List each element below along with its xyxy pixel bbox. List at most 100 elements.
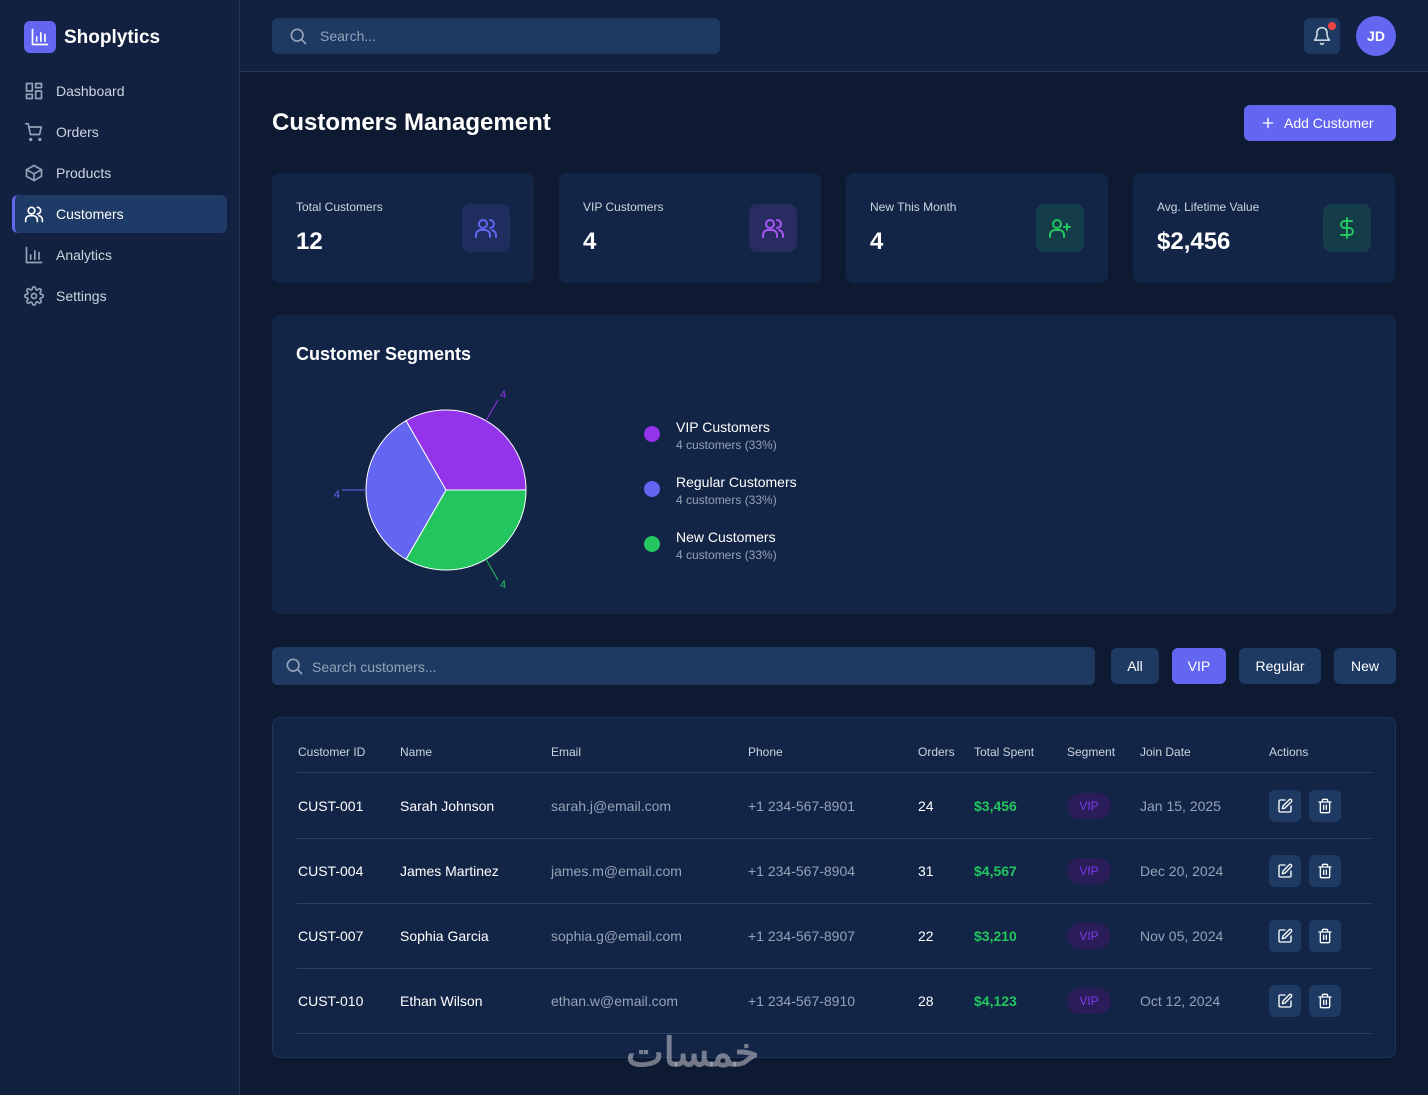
stat-card: Avg. Lifetime Value $2,456 bbox=[1133, 173, 1395, 283]
segments-card: Customer Segments 4 4 4 VIP Customers 4 custo… bbox=[272, 315, 1396, 614]
cell: 31 bbox=[918, 863, 934, 879]
delete-button[interactable] bbox=[1309, 790, 1341, 822]
leader-line bbox=[485, 399, 499, 421]
filter-button[interactable]: Regular bbox=[1239, 648, 1321, 684]
avatar[interactable]: JD bbox=[1356, 16, 1396, 56]
stat-value: $2,456 bbox=[1157, 228, 1231, 255]
logo bbox=[24, 21, 56, 53]
cell: +1 234-567-8910 bbox=[748, 993, 856, 1009]
stat-label: Avg. Lifetime Value bbox=[1157, 200, 1260, 214]
segment-badge: VIP bbox=[1067, 858, 1111, 884]
cell: ethan.w@email.com bbox=[551, 993, 679, 1009]
search-box[interactable]: Search... bbox=[272, 18, 720, 54]
legend-name: VIP Customers bbox=[676, 419, 770, 435]
cell: James Martinez bbox=[400, 863, 499, 879]
column-header: Customer ID bbox=[298, 745, 366, 759]
segment-badge: VIP bbox=[1067, 923, 1111, 949]
filter-button[interactable]: VIP bbox=[1172, 648, 1226, 684]
icon bbox=[1340, 217, 1354, 239]
icon bbox=[1313, 26, 1331, 46]
icon bbox=[475, 219, 497, 238]
pie-slice bbox=[365, 420, 447, 560]
nav-item[interactable]: Orders bbox=[56, 124, 99, 140]
cell: sophia.g@email.com bbox=[551, 928, 682, 944]
nav-item[interactable]: Customers bbox=[56, 206, 124, 222]
legend-dot bbox=[644, 426, 660, 442]
edit-button[interactable] bbox=[1269, 920, 1301, 952]
notifications[interactable] bbox=[1304, 18, 1340, 54]
cell: Oct 12, 2024 bbox=[1140, 993, 1221, 1009]
cell: $4,123 bbox=[974, 993, 1017, 1009]
icon bbox=[1278, 863, 1293, 878]
icon bbox=[286, 658, 303, 675]
nav-item[interactable]: Analytics bbox=[56, 247, 113, 263]
cell: james.m@email.com bbox=[551, 863, 682, 879]
delete-button[interactable] bbox=[1309, 920, 1341, 952]
nav-item[interactable]: Products bbox=[56, 165, 112, 181]
legend-detail: 4 customers (33%) bbox=[676, 438, 777, 452]
cell: Nov 05, 2024 bbox=[1140, 928, 1224, 944]
icon bbox=[1278, 798, 1293, 813]
cell: $4,567 bbox=[974, 863, 1017, 879]
segment-text: VIP bbox=[1079, 799, 1099, 813]
segment-text: VIP bbox=[1079, 994, 1099, 1008]
legend-detail: 4 customers (33%) bbox=[676, 548, 777, 562]
stat-label: New This Month bbox=[870, 200, 957, 214]
column-header: Email bbox=[551, 745, 582, 759]
icon bbox=[31, 28, 49, 46]
column-header: Name bbox=[400, 745, 433, 759]
sidebar bbox=[0, 0, 240, 1095]
legend-name: Regular Customers bbox=[676, 474, 797, 490]
add-button[interactable]: Add Customer bbox=[1244, 105, 1396, 141]
stat-icon bbox=[1036, 204, 1084, 252]
icon bbox=[762, 219, 784, 238]
slice-label: 4 bbox=[500, 579, 506, 591]
icon bbox=[1278, 928, 1293, 943]
stat-card: VIP Customers 4 bbox=[559, 173, 821, 283]
stat-label: Total Customers bbox=[296, 200, 383, 214]
search-placeholder: Search... bbox=[320, 28, 377, 44]
legend-name: New Customers bbox=[676, 529, 776, 545]
icon bbox=[24, 286, 44, 306]
pie-chart: 4 4 4 bbox=[334, 389, 527, 591]
icon bbox=[25, 82, 43, 100]
delete-button[interactable] bbox=[1309, 855, 1341, 887]
icon bbox=[1049, 219, 1071, 238]
watermark: خمسات bbox=[626, 1031, 760, 1075]
icon bbox=[25, 246, 43, 264]
icon bbox=[1278, 993, 1293, 1008]
legend-dot bbox=[644, 536, 660, 552]
customer-search[interactable]: Search customers... bbox=[272, 647, 1095, 685]
add-button-label: Add Customer bbox=[1284, 115, 1374, 131]
avatar-initials: JD bbox=[1367, 28, 1385, 44]
customers-table: Customer ID Name Email Phone Orders Total Spe… bbox=[272, 717, 1396, 1058]
slice-label: 4 bbox=[500, 389, 506, 401]
icon bbox=[1262, 117, 1274, 129]
icon bbox=[24, 206, 44, 223]
cell: Jan 15, 2025 bbox=[1140, 798, 1221, 814]
filter-button[interactable]: All bbox=[1111, 648, 1159, 684]
cell: $3,456 bbox=[974, 798, 1017, 814]
cell: +1 234-567-8907 bbox=[748, 928, 856, 944]
cell: 24 bbox=[918, 798, 934, 814]
nav-item[interactable]: Settings bbox=[56, 288, 107, 304]
filter-label: All bbox=[1127, 658, 1143, 674]
filter-button[interactable]: New bbox=[1334, 648, 1396, 684]
cell: 22 bbox=[918, 928, 934, 944]
edit-button[interactable] bbox=[1269, 855, 1301, 887]
delete-button[interactable] bbox=[1309, 985, 1341, 1017]
icon bbox=[1318, 798, 1332, 814]
nav-active[interactable] bbox=[12, 195, 227, 233]
cell: sarah.j@email.com bbox=[551, 798, 672, 814]
brand: Shoplytics bbox=[64, 27, 161, 48]
column-header: Total Spent bbox=[974, 745, 1035, 759]
edit-button[interactable] bbox=[1269, 985, 1301, 1017]
header-divider bbox=[297, 772, 1372, 773]
column-header: Phone bbox=[748, 745, 783, 759]
segment-text: VIP bbox=[1079, 929, 1099, 943]
edit-button[interactable] bbox=[1269, 790, 1301, 822]
column-header: Actions bbox=[1269, 745, 1309, 759]
stat-value: 4 bbox=[870, 228, 884, 255]
filter-label: Regular bbox=[1255, 658, 1305, 674]
nav-item[interactable]: Dashboard bbox=[56, 83, 125, 99]
